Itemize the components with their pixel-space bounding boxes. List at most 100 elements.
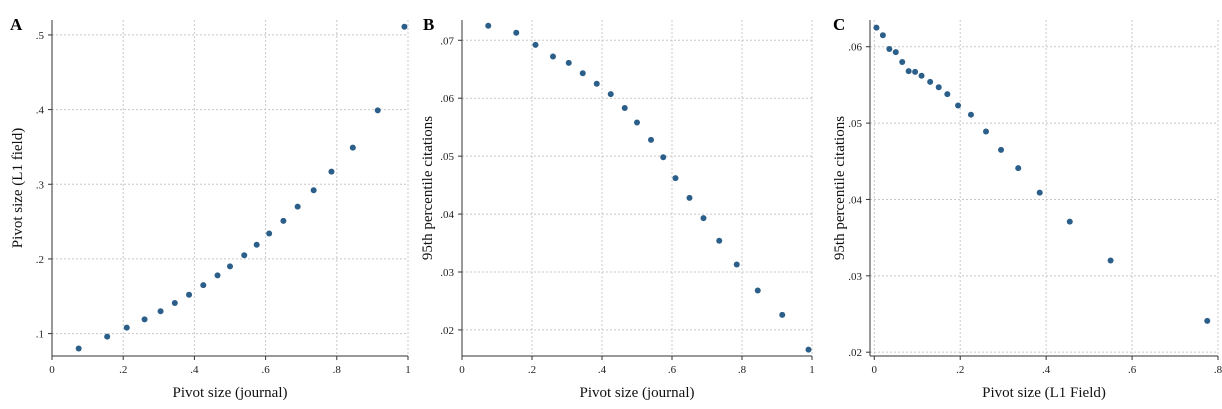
x-tick-label: 0 [872,364,878,376]
data-point [75,345,82,352]
data-point [927,78,934,85]
data-point [1015,165,1022,172]
x-axis-label: Pivot size (journal) [173,385,288,401]
data-point [912,68,919,75]
data-point [918,72,925,79]
y-tick-label: .07 [440,35,454,47]
data-point [983,128,989,135]
x-tick-label: 0 [49,364,55,376]
y-tick-label: .05 [848,118,862,130]
data-point [280,217,287,224]
panel-label: C [833,15,845,34]
data-point [700,215,707,222]
data-point [1204,317,1211,324]
data-point [253,241,260,248]
data-point [1107,257,1114,264]
data-point [879,32,886,39]
data-point [227,263,233,270]
y-tick-label: .03 [848,271,862,283]
data-point [565,59,572,66]
data-point [374,107,381,114]
data-point [1066,218,1073,225]
data-point [660,154,667,161]
y-tick-label: .4 [36,105,45,117]
data-point [310,187,317,194]
x-tick-label: .8 [333,364,342,376]
x-tick-label: 1 [809,364,815,376]
data-point [672,175,679,182]
data-point [733,261,740,268]
data-point [485,22,492,29]
y-tick-label: .2 [36,254,44,266]
data-point [200,282,207,289]
y-axis-label: 95th percentile citations [420,116,436,260]
x-axis-label: Pivot size (journal) [580,385,695,401]
data-point [686,194,693,201]
panel-b: .02 .03 .04 .05 .06 .07 0 .2 .4 .6 .8 1 Pivot size (… [420,15,815,401]
data-point [401,23,408,30]
data-point [171,299,178,306]
data-point [805,346,812,353]
data-point [1036,189,1043,196]
data-point [241,252,248,259]
data-point [550,53,556,60]
data-point [579,70,586,77]
data-point [634,119,640,126]
x-tick-label: .2 [956,364,964,376]
x-tick-label: .2 [119,364,127,376]
data-point [621,105,628,112]
data-point [935,84,942,91]
data-point [873,24,880,31]
data-point [513,29,520,36]
data-point [123,324,130,331]
data-point [328,168,335,175]
y-tick-label: .02 [848,347,862,359]
data-point [141,316,148,323]
data-point [104,333,111,340]
y-tick-label: .1 [36,329,44,341]
x-tick-label: .4 [190,364,199,376]
data-point [294,203,301,210]
y-tick-label: .04 [440,209,454,221]
data-point [648,136,654,143]
x-axis-label: Pivot size (L1 Field) [982,385,1106,401]
x-tick-label: 1 [405,364,411,376]
y-axis-label: 95th percentile citations [832,116,848,260]
panel-label: A [10,15,23,34]
y-tick-label: .5 [36,30,45,42]
x-tick-label: .2 [528,364,536,376]
data-point [955,102,962,109]
data-point [593,80,600,87]
data-point [944,91,951,98]
panel-c: .02 .03 .04 .05 .06 0 .2 .4 .6 .8 Pivot size (L1 F… [832,15,1222,401]
data-point [266,230,273,237]
x-tick-label: 0 [459,364,465,376]
y-tick-label: .04 [848,194,862,206]
x-tick-label: .8 [1214,364,1222,376]
x-tick-label: .4 [1042,364,1051,376]
data-point [892,49,899,56]
data-point [607,91,614,98]
x-tick-label: .8 [738,364,747,376]
data-point [214,272,221,279]
x-tick-label: .4 [598,364,607,376]
data-point [899,59,906,65]
y-tick-label: .03 [440,267,454,279]
data-point [998,146,1005,153]
y-tick-label: .05 [440,151,454,163]
data-point [157,308,164,315]
y-tick-label: .3 [36,179,45,191]
data-point [349,144,356,151]
y-tick-label: .02 [440,325,454,337]
panel-label: B [423,15,434,34]
y-tick-label: .06 [848,42,862,54]
data-point [754,287,761,294]
x-tick-label: .6 [1128,364,1137,376]
x-tick-label: .6 [261,364,270,376]
data-point [967,111,974,118]
data-point [186,291,193,298]
data-point [886,46,893,53]
x-tick-label: .6 [668,364,677,376]
y-tick-label: .06 [440,93,454,105]
